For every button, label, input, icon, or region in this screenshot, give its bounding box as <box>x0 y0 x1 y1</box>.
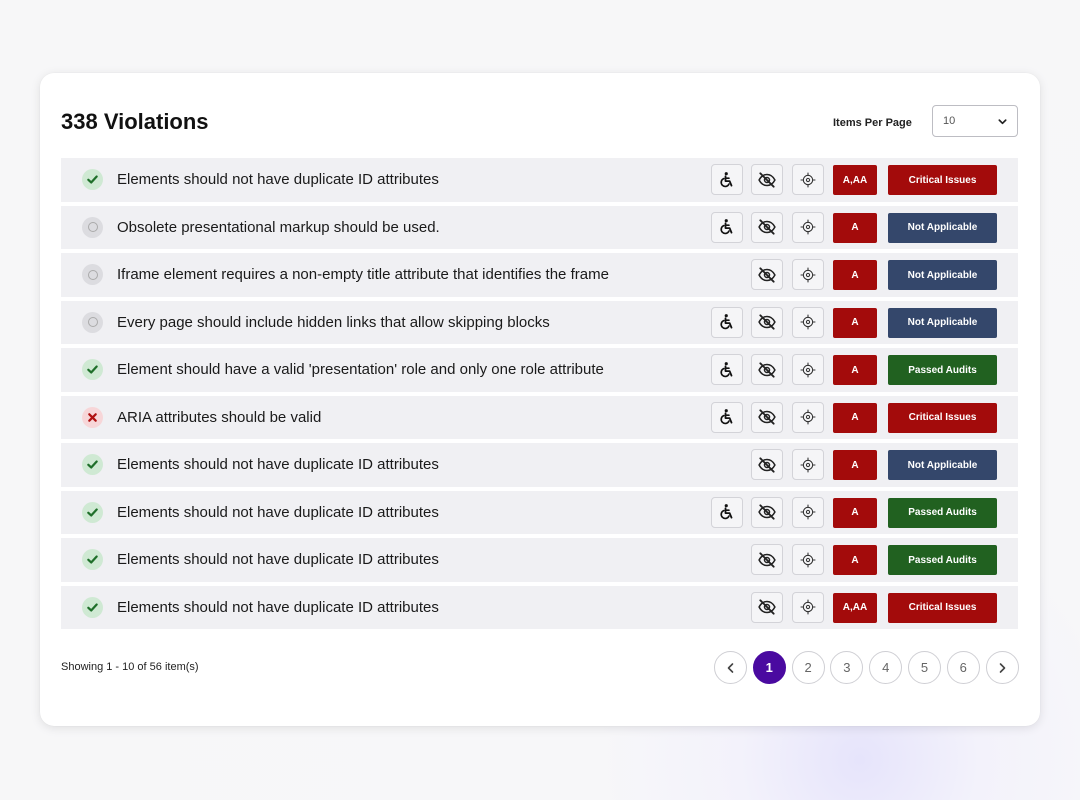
crosshair-icon[interactable] <box>792 211 824 243</box>
violations-list: Elements should not have duplicate ID at… <box>61 158 1018 633</box>
level-badge: A <box>833 450 877 480</box>
table-row: Elements should not have duplicate ID at… <box>61 490 1018 534</box>
crosshair-icon[interactable] <box>792 306 824 338</box>
eye-off-icon[interactable] <box>751 591 783 623</box>
eye-off-icon[interactable] <box>751 401 783 433</box>
showing-count: Showing 1 - 10 of 56 item(s) <box>61 661 199 673</box>
level-badge: A,AA <box>833 592 877 623</box>
crosshair-icon[interactable] <box>792 544 824 575</box>
level-badge: A <box>833 355 877 385</box>
circle-icon <box>82 264 103 285</box>
violation-title: Elements should not have duplicate ID at… <box>117 456 439 473</box>
page-button[interactable]: 4 <box>869 651 903 684</box>
table-row: Iframe element requires a non-empty titl… <box>61 253 1018 297</box>
check-icon <box>82 454 103 475</box>
level-badge: A <box>833 545 877 575</box>
items-per-page-label: Items Per Page <box>833 117 912 129</box>
level-badge: A <box>833 260 877 290</box>
violation-title: Element should have a valid 'presentatio… <box>117 361 604 378</box>
level-badge: A,AA <box>833 165 877 195</box>
violations-card: 338 Violations Items Per Page 10 Element… <box>40 73 1040 726</box>
crosshair-icon[interactable] <box>792 164 824 195</box>
status-badge[interactable]: Passed Audits <box>888 497 997 528</box>
accessibility-icon[interactable] <box>711 496 743 528</box>
level-badge: A <box>833 497 877 528</box>
violation-title: Every page should include hidden links t… <box>117 313 550 331</box>
eye-off-icon[interactable] <box>751 354 783 385</box>
violation-title: Elements should not have duplicate ID at… <box>117 171 439 188</box>
accessibility-icon[interactable] <box>711 164 743 195</box>
accessibility-icon[interactable] <box>711 401 743 433</box>
eye-off-icon[interactable] <box>751 449 783 480</box>
level-badge: A <box>833 402 877 433</box>
chevron-down-icon <box>998 119 1007 125</box>
accessibility-icon[interactable] <box>711 306 743 338</box>
violation-title: Elements should not have duplicate ID at… <box>117 598 439 616</box>
status-badge[interactable]: Critical Issues <box>888 402 997 433</box>
status-badge[interactable]: Passed Audits <box>888 355 997 385</box>
accessibility-icon[interactable] <box>711 211 743 243</box>
status-badge[interactable]: Critical Issues <box>888 592 997 623</box>
table-row: Every page should include hidden links t… <box>61 300 1018 344</box>
check-icon <box>82 596 103 618</box>
circle-icon <box>82 216 103 238</box>
page-button[interactable]: 6 <box>946 651 980 684</box>
status-badge[interactable]: Not Applicable <box>888 450 997 480</box>
eye-off-icon[interactable] <box>751 211 783 243</box>
page-button[interactable]: 3 <box>830 651 864 684</box>
crosshair-icon[interactable] <box>792 449 824 480</box>
check-icon <box>82 169 103 190</box>
status-badge[interactable]: Not Applicable <box>888 307 997 338</box>
violation-title: ARIA attributes should be valid <box>117 408 322 426</box>
items-per-page-value: 10 <box>943 115 956 127</box>
eye-off-icon[interactable] <box>751 164 783 195</box>
crosshair-icon[interactable] <box>792 259 824 290</box>
chevron-right-icon[interactable] <box>985 651 1019 684</box>
table-row: Elements should not have duplicate ID at… <box>61 585 1018 629</box>
table-row: ARIA attributes should be valid A Critical… <box>61 395 1018 439</box>
violation-title: Iframe element requires a non-empty titl… <box>117 266 609 283</box>
circle-icon <box>82 311 103 333</box>
level-badge: A <box>833 212 877 243</box>
check-icon <box>82 501 103 523</box>
violation-title: Elements should not have duplicate ID at… <box>117 551 439 568</box>
eye-off-icon[interactable] <box>751 544 783 575</box>
check-icon <box>82 359 103 380</box>
items-per-page-select[interactable]: 10 <box>932 105 1018 137</box>
crosshair-icon[interactable] <box>792 401 824 433</box>
page-title: 338 Violations <box>61 109 209 134</box>
status-badge[interactable]: Passed Audits <box>888 545 997 575</box>
table-row: Elements should not have duplicate ID at… <box>61 158 1018 202</box>
eye-off-icon[interactable] <box>751 259 783 290</box>
table-row: Obsolete presentational markup should be… <box>61 205 1018 249</box>
chevron-left-icon[interactable] <box>714 651 747 684</box>
level-badge: A <box>833 307 877 338</box>
violation-title: Obsolete presentational markup should be… <box>117 218 440 236</box>
table-row: Elements should not have duplicate ID at… <box>61 538 1018 582</box>
status-badge[interactable]: Not Applicable <box>888 260 997 290</box>
violation-title: Elements should not have duplicate ID at… <box>117 503 439 521</box>
accessibility-icon[interactable] <box>711 354 743 385</box>
eye-off-icon[interactable] <box>751 496 783 528</box>
x-icon <box>82 406 103 428</box>
table-row: Elements should not have duplicate ID at… <box>61 443 1018 487</box>
crosshair-icon[interactable] <box>792 354 824 385</box>
table-row: Element should have a valid 'presentatio… <box>61 348 1018 392</box>
status-badge[interactable]: Not Applicable <box>888 212 997 243</box>
page-button[interactable]: 1 <box>752 651 786 684</box>
page-button[interactable]: 2 <box>791 651 825 684</box>
crosshair-icon[interactable] <box>792 591 824 623</box>
eye-off-icon[interactable] <box>751 306 783 338</box>
check-icon <box>82 549 103 570</box>
page-button[interactable]: 5 <box>908 651 941 684</box>
crosshair-icon[interactable] <box>792 496 824 528</box>
status-badge[interactable]: Critical Issues <box>888 165 997 195</box>
